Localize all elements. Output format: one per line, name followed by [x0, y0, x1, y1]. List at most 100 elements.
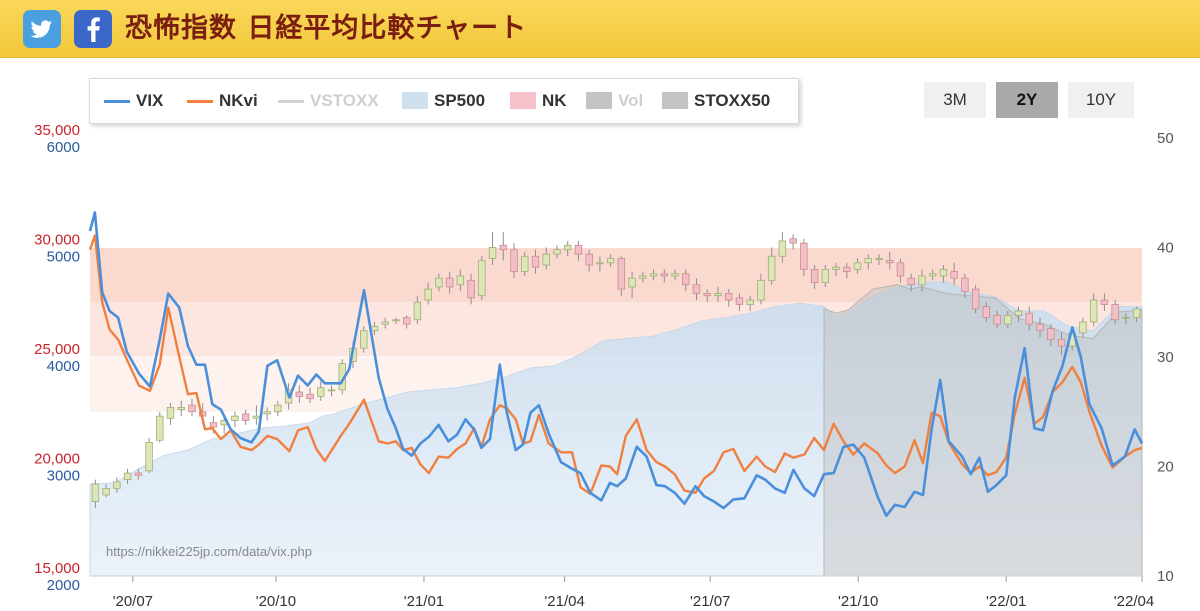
twitter-icon	[30, 20, 52, 38]
watermark-url: https://nikkei225jp.com/data/vix.php	[106, 544, 312, 559]
twitter-share-button[interactable]	[23, 10, 61, 48]
nk-candle	[1079, 321, 1087, 334]
x-axis-tick-label: '21/07	[690, 593, 730, 610]
nk-candle	[703, 293, 711, 297]
facebook-icon	[87, 17, 100, 42]
nkvi-line	[88, 234, 1143, 496]
nk-axis-tick-label: 25,000	[34, 341, 80, 358]
nk-candle	[896, 262, 905, 277]
facebook-share-button[interactable]	[74, 10, 112, 48]
page-title: 恐怖指数 日経平均比較チャート	[125, 13, 528, 44]
vix-axis-tick-label: 30	[1157, 349, 1174, 366]
nk-candle	[134, 472, 143, 476]
nk-candle	[832, 266, 840, 270]
nk-candle	[102, 487, 110, 496]
nk-candle	[1036, 323, 1044, 332]
nk-candle	[360, 330, 368, 349]
nk-candle	[306, 393, 314, 400]
nk-candle	[574, 244, 583, 255]
nk-candle	[553, 249, 561, 255]
nk-candle	[1057, 339, 1066, 347]
nk-candle	[467, 279, 475, 299]
nk-candle	[639, 275, 647, 279]
nk-candle	[499, 244, 508, 251]
nk-candle	[971, 288, 980, 310]
sp500-axis-tick-label: 3000	[47, 468, 80, 485]
nk-candle	[392, 319, 400, 322]
nk-candle	[864, 258, 872, 264]
nk-candle	[274, 404, 282, 413]
nk-candle	[188, 404, 196, 413]
nk-candle	[939, 268, 948, 277]
nk-candle	[918, 275, 926, 286]
nk-candle	[209, 422, 218, 428]
x-axis-tick-label: '22/01	[986, 593, 1026, 610]
range-button-10y[interactable]: 10Y	[1068, 82, 1134, 118]
nk-candle	[671, 273, 679, 277]
nk-candle	[746, 299, 754, 305]
nk-candle	[682, 273, 690, 286]
nk-candle	[843, 266, 851, 272]
nk-axis-tick-label: 20,000	[34, 451, 80, 468]
x-axis-tick-label: '22/04	[1114, 593, 1154, 610]
nk-candles	[91, 232, 1141, 509]
nk-candle	[166, 406, 175, 419]
x-axis-tick-label: '21/04	[544, 593, 584, 610]
nk-candle	[231, 415, 239, 421]
nk-candle	[488, 247, 497, 259]
nk-candle	[810, 268, 819, 283]
nk-candle	[563, 244, 572, 251]
stoxx50-area	[823, 284, 1143, 577]
nk-candle	[596, 262, 604, 265]
nk-candle	[1004, 314, 1012, 325]
nk-candle	[263, 411, 271, 415]
nk-candle	[875, 258, 883, 260]
nk-candle	[1132, 308, 1141, 318]
nk-candle	[327, 389, 336, 392]
x-axis-tick-label: '20/10	[256, 593, 296, 610]
nk-candle	[413, 301, 422, 321]
range-button-3m[interactable]: 3M	[924, 82, 986, 118]
nk-candle	[445, 277, 454, 288]
nk-candle	[402, 317, 411, 325]
nk-candle	[993, 314, 1001, 325]
sp500-axis-tick-label: 4000	[47, 358, 80, 375]
nk-candle	[649, 273, 658, 277]
nk-candle	[821, 268, 830, 283]
vix-axis-tick-label: 10	[1157, 568, 1174, 585]
nk-candle	[435, 277, 443, 288]
nk-candle	[145, 442, 153, 472]
nk-candle	[123, 472, 132, 481]
nk-candle	[660, 273, 669, 277]
nk-candle	[724, 293, 733, 301]
nk-candle	[317, 387, 325, 397]
nk-candle	[113, 481, 121, 489]
nk-candle	[789, 238, 797, 244]
nk-candle	[1025, 312, 1034, 325]
nk-candle	[542, 253, 550, 266]
nk-candle	[531, 255, 540, 268]
nk-candle	[456, 275, 465, 286]
nk-candle	[757, 279, 765, 301]
sp500-axis-tick-label: 2000	[47, 577, 80, 594]
risk-band	[90, 247, 1142, 303]
nk-candle	[1122, 317, 1130, 319]
nk-candle	[381, 321, 389, 325]
nk-candle	[778, 240, 787, 257]
sp500-axis-tick-label: 5000	[47, 249, 80, 266]
nk-candle	[1014, 310, 1023, 316]
nk-candle	[853, 262, 862, 270]
nk-candle	[961, 277, 969, 292]
nk-axis-tick-label: 35,000	[34, 122, 80, 139]
nk-candle	[1111, 304, 1119, 321]
nk-candle	[950, 271, 958, 279]
nk-candle	[692, 284, 701, 294]
range-button-2y[interactable]: 2Y	[996, 82, 1058, 118]
nk-candle	[735, 297, 744, 305]
nk-candle	[177, 406, 185, 410]
nk-candle	[156, 415, 164, 441]
nk-candle	[91, 483, 100, 502]
chart-legend: VIX NKvi VSTOXX SP500 NK Vol STOXX50	[89, 78, 799, 124]
sp500-axis-tick-label: 6000	[47, 139, 80, 156]
